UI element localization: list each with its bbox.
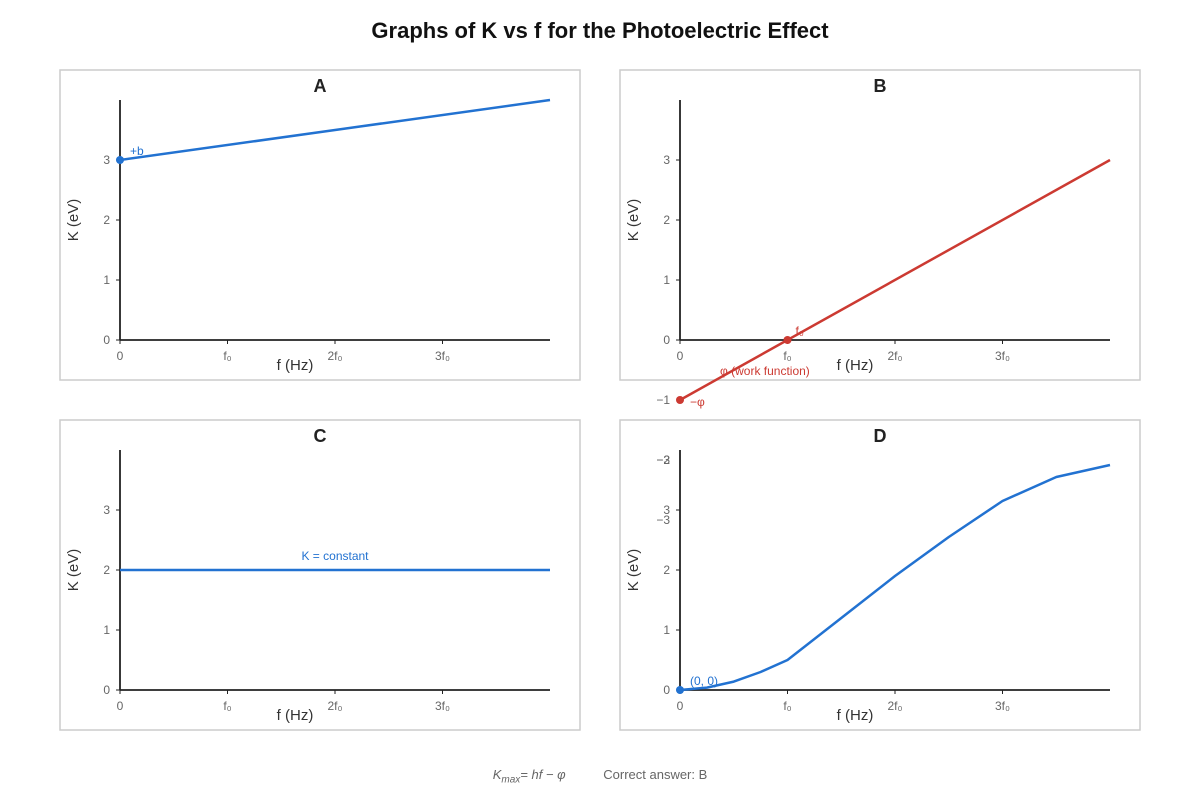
chart-c-x-tick-label: f₀ (223, 699, 231, 713)
chart-b-y-tick-label: −3 (656, 513, 670, 527)
chart-a-y-tick-label: 0 (103, 333, 110, 347)
chart-d-y-tick-label: 1 (663, 623, 670, 637)
chart-b-x-tick-label: f₀ (783, 349, 791, 363)
chart-a-title: A (314, 76, 327, 96)
chart-a-x-tick-label: f₀ (223, 349, 231, 363)
chart-b-annotation: −φ (690, 395, 705, 409)
chart-d-x-tick-label: 0 (677, 699, 684, 713)
chart-c-x-axis-title: f (Hz) (277, 707, 314, 724)
chart-a-y-axis-title: K (eV) (65, 199, 82, 242)
chart-b-frame (619, 69, 1141, 381)
correct-answer: Correct answer: B (603, 767, 708, 782)
chart-b-x-tick-label: 0 (677, 349, 684, 363)
chart-b-y-tick-label: −1 (656, 393, 670, 407)
chart-d-y-tick-label: 2 (663, 563, 670, 577)
chart-d-title: D (874, 426, 887, 446)
chart-c-title: C (314, 426, 327, 446)
chart-d-y-tick-label: 3 (663, 503, 670, 517)
chart-c-x-tick-label: 0 (117, 699, 124, 713)
chart-a-y-tick-label: 1 (103, 273, 110, 287)
chart-c-y-tick-label: 2 (103, 563, 110, 577)
chart-d-y-axis-title: K (eV) (625, 549, 642, 592)
chart-b-point (783, 336, 792, 344)
chart-d-x-tick-label: f₀ (783, 699, 791, 713)
chart-c-y-tick-label: 3 (103, 503, 110, 517)
chart-a-series-line (119, 98, 551, 162)
chart-d-point (676, 686, 684, 694)
chart-b-x-tick-label: 2f₀ (888, 349, 903, 363)
chart-a-x-tick-label: 2f₀ (328, 349, 343, 363)
chart-d-x-tick-label: 2f₀ (888, 699, 903, 713)
chart-d-annotation: (0, 0) (690, 674, 718, 688)
chart-b-title: B (874, 76, 887, 96)
chart-b-x-axis-title: f (Hz) (837, 357, 874, 374)
chart-b-y-tick-label: 2 (663, 213, 670, 227)
chart-d-x-axis-title: f (Hz) (837, 707, 874, 724)
panel-a: A 0 f₀ 2f₀ 3f₀ 0 1 2 3 f (Hz) K (eV) +b (59, 69, 581, 381)
chart-c-frame (59, 419, 581, 731)
chart-c-y-tick-label: 1 (103, 623, 110, 637)
chart-a-x-tick-label: 0 (117, 349, 124, 363)
chart-b-annotation: φ (work function) (720, 364, 810, 378)
chart-d-frame (619, 419, 1141, 731)
chart-d-y-tick-label: 0 (663, 683, 670, 697)
chart-d-x-tick-label: 3f₀ (995, 699, 1010, 713)
footer: Kmax= hf − φ Correct answer: B (0, 767, 1200, 786)
chart-c-annotation: K = constant (301, 549, 369, 563)
chart-b-x-tick-label: 3f₀ (995, 349, 1010, 363)
chart-a-annotation: +b (130, 144, 144, 158)
chart-d-series-line (679, 463, 1111, 692)
chart-c-y-tick-label: 0 (103, 683, 110, 697)
chart-b-y-tick-label: 0 (663, 333, 670, 347)
chart-d-y-tick-label: −3 (656, 453, 670, 467)
figure-title: Graphs of K vs f for the Photoelectric E… (371, 18, 829, 43)
chart-b-y-tick-label: 1 (663, 273, 670, 287)
panel-c: C 0 f₀ 2f₀ 3f₀ 0 1 2 3 f (Hz) K (eV) K = constant (59, 419, 581, 731)
chart-a-frame (59, 69, 581, 381)
formula-text: Kmax= hf − φ (492, 767, 566, 786)
chart-c-x-tick-label: 2f₀ (328, 699, 343, 713)
chart-b-y-tick-label: 3 (663, 153, 670, 167)
chart-b-annotation: f₀ (796, 324, 804, 338)
chart-b-point (676, 396, 684, 404)
chart-b-series-line (679, 158, 1111, 402)
chart-c-y-axis-title: K (eV) (65, 549, 82, 592)
chart-b-y-axis-title: K (eV) (625, 199, 642, 242)
chart-a-x-axis-title: f (Hz) (277, 357, 314, 374)
chart-b-y-tick-label: −2 (656, 453, 670, 467)
chart-a-x-tick-label: 3f₀ (435, 349, 450, 363)
chart-a-y-tick-label: 2 (103, 213, 110, 227)
chart-c-x-tick-label: 3f₀ (435, 699, 450, 713)
chart-a-y-tick-label: 3 (103, 153, 110, 167)
chart-a-point (116, 156, 124, 164)
